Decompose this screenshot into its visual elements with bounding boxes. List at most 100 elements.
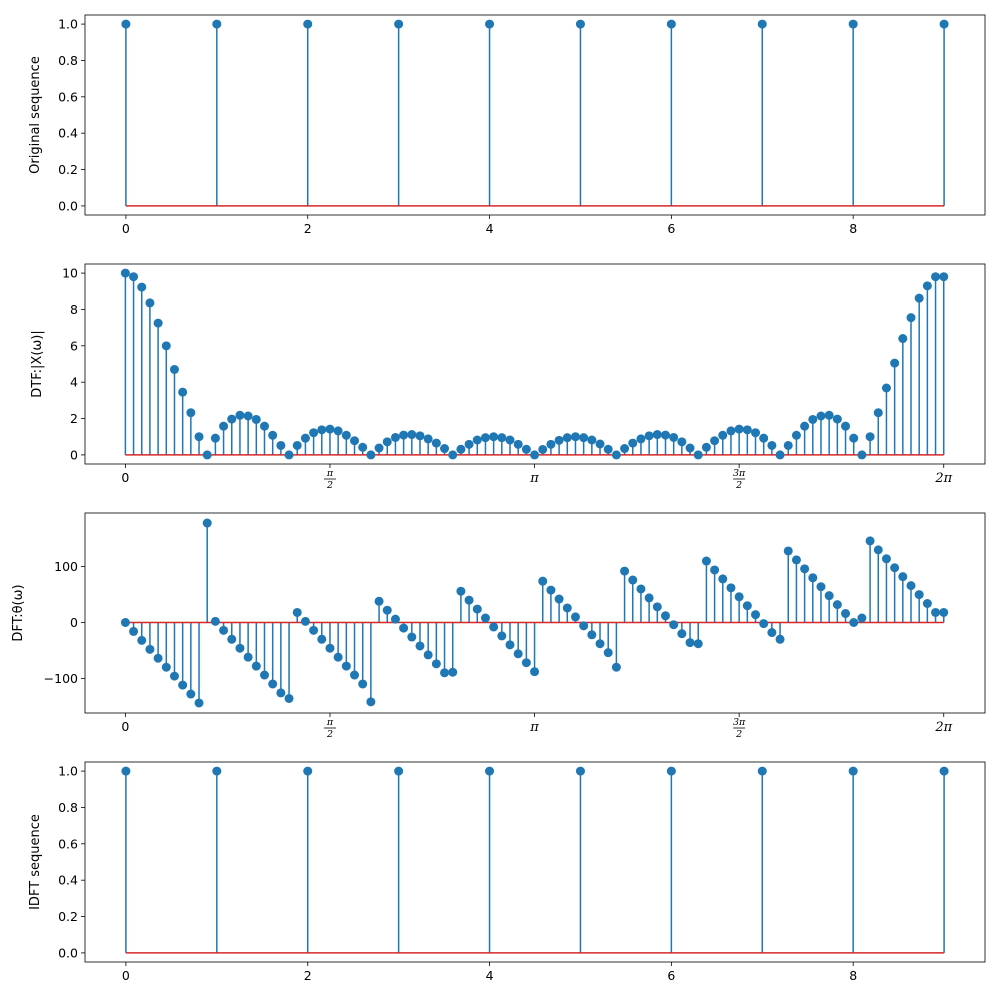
svg-text:2: 2 [735, 480, 742, 491]
dft-phase-marker [276, 688, 286, 698]
original-marker [394, 19, 404, 29]
idft-xtick-label-2: 4 [486, 968, 494, 983]
dtft-magnitude-marker [857, 450, 867, 460]
dft-phase-marker [309, 625, 319, 635]
dft-phase-marker [873, 545, 883, 555]
idft-ytick-label-1: 0.2 [58, 909, 78, 924]
dtft-magnitude-marker [628, 438, 638, 448]
dft-phase-marker [775, 634, 785, 644]
dft-phase-marker [431, 659, 441, 669]
dft-phase-marker [210, 616, 220, 626]
dft-phase-marker [759, 619, 769, 629]
dft-phase-marker [685, 638, 695, 648]
dft-phase-marker [832, 600, 842, 610]
dft-phase-marker [497, 631, 507, 641]
idft-xtick-label-1: 2 [304, 968, 312, 983]
dft-phase-marker [849, 617, 859, 627]
original-xtick-label-3: 6 [667, 221, 675, 236]
dtft-magnitude-marker [505, 435, 515, 445]
dtft-magnitude-marker [120, 268, 130, 278]
dtft-magnitude-marker [775, 450, 785, 460]
dtft-magnitude-marker [374, 443, 384, 453]
idft-marker [757, 766, 767, 776]
dft-phase-marker [677, 629, 687, 639]
svg-text:2: 2 [326, 729, 333, 740]
dtft-magnitude-marker [431, 438, 441, 448]
dft-phase-marker [399, 623, 409, 633]
dft-phase-marker [194, 698, 204, 708]
dtft-magnitude-marker [620, 444, 630, 454]
dtft-magnitude-xtick-label-1: π2 [323, 468, 336, 491]
original-ytick-label-1: 0.2 [58, 162, 78, 177]
dtft-magnitude-marker [726, 426, 736, 436]
dtft-magnitude-marker [849, 433, 859, 443]
dft-phase-marker [513, 649, 523, 659]
dtft-magnitude-marker [325, 424, 335, 434]
dft-phase-marker [906, 581, 916, 591]
original-marker [939, 19, 949, 29]
original-ytick-label-2: 0.4 [58, 126, 78, 141]
dft-phase-marker [366, 697, 376, 707]
dft-phase-marker [579, 621, 589, 631]
idft-ytick-label-4: 0.8 [58, 800, 78, 815]
dft-phase-marker [317, 634, 327, 644]
idft-sequence-panel: 0 2 4 6 8 0.0 0.2 0.4 0.6 0.8 1.0 IDFT sequence [28, 761, 986, 983]
dft-phase-marker [783, 546, 793, 556]
dft-phase-marker [243, 652, 253, 662]
dft-phase-marker [407, 632, 417, 642]
dtft-magnitude-marker [652, 430, 662, 440]
dft-phase-marker [620, 566, 630, 576]
dft-phase-marker [636, 584, 646, 594]
dtft-magnitude-marker [235, 410, 245, 420]
dtft-magnitude-marker [660, 430, 670, 440]
dtft-magnitude-marker [873, 408, 883, 418]
svg-text:3π: 3π [733, 468, 746, 479]
dtft-magnitude-marker [546, 439, 556, 449]
original-ytick-label-3: 0.6 [58, 89, 78, 104]
idft-ytick-label-5: 1.0 [58, 764, 78, 779]
dtft-magnitude-marker [767, 440, 777, 450]
dft-phase-marker [611, 662, 621, 672]
svg-text:π: π [326, 468, 334, 479]
dft-phase-marker [710, 565, 720, 575]
dft-phase-axes-frame [84, 512, 986, 714]
dtft-magnitude-ytick-label-1: 2 [70, 411, 78, 426]
dft-phase-marker [472, 604, 482, 614]
dtft-magnitude-marker [783, 440, 793, 450]
dft-phase-marker [562, 603, 572, 613]
dft-phase-marker [554, 594, 564, 604]
dtft-magnitude-ytick-label-2: 4 [70, 375, 78, 390]
dtft-magnitude-marker [562, 433, 572, 443]
original-marker [212, 19, 222, 29]
dft-phase-marker [251, 661, 261, 671]
dft-phase-marker [890, 563, 900, 573]
dtft-magnitude-marker [202, 450, 212, 460]
idft-marker [666, 766, 676, 776]
dtft-magnitude-axes-frame [84, 263, 986, 465]
dtft-magnitude-marker [390, 432, 400, 442]
dft-phase-marker [268, 679, 278, 689]
svg-text:2: 2 [326, 480, 333, 491]
dft-phase-marker [480, 613, 490, 623]
dft-phase-xtick-label-0: 0 [121, 719, 129, 734]
original-marker [303, 19, 313, 29]
idft-marker [848, 766, 858, 776]
dft-phase-marker [718, 574, 728, 584]
dft-phase-marker [939, 607, 949, 617]
dtft-magnitude-marker [243, 411, 253, 421]
idft-marker [394, 766, 404, 776]
original-marker [121, 19, 131, 29]
dft-phase-marker [227, 634, 237, 644]
dtft-magnitude-marker [718, 430, 728, 440]
dft-phase-marker [791, 555, 801, 565]
svg-text:π: π [326, 717, 334, 728]
dft-phase-marker [259, 670, 269, 680]
dft-phase-marker [931, 607, 941, 617]
idft-marker [485, 766, 495, 776]
dtft-magnitude-marker [521, 444, 531, 454]
dtft-magnitude-marker [407, 430, 417, 440]
dft-phase-marker [922, 599, 932, 609]
